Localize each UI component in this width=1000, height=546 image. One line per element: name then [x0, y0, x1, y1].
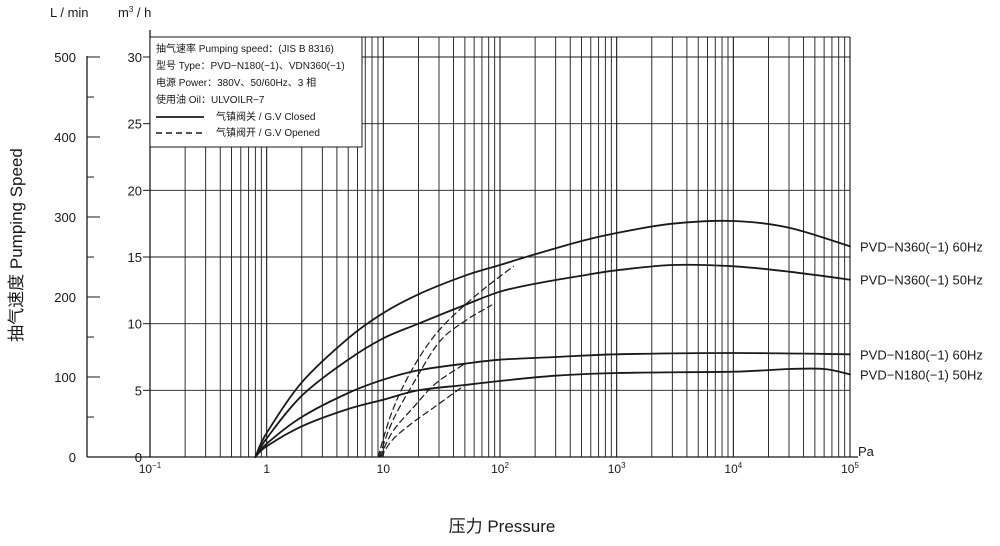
series-line-3	[254, 352, 851, 458]
right-y-tick-label: 0	[135, 450, 142, 465]
left-y-tick-label: 0	[69, 450, 76, 465]
right-y-tick-label: 25	[128, 117, 142, 132]
x-unit: Pa	[858, 444, 875, 459]
left-y-tick-label: 100	[54, 370, 76, 385]
legend-line-4: 使用油 Oil：ULVOILR−7	[156, 93, 265, 106]
right-y-axis: 0 5 10 15 20 25 30	[128, 30, 151, 465]
x-tick-label: 104	[724, 461, 742, 476]
series-line-gv-opened-4	[380, 384, 466, 458]
left-y-tick-label: 200	[54, 290, 76, 305]
x-axis: 10−1 1 10 102 103 104 105	[139, 461, 860, 476]
left-y-tick-label: 300	[54, 210, 76, 225]
x-tick-label: 1	[263, 462, 270, 476]
left-y-tick-label: 400	[54, 130, 76, 145]
right-y-tick-label: 20	[128, 183, 142, 198]
legend-line-1: 抽气速率 Pumping speed：(JIS B 8316)	[156, 42, 334, 55]
right-y-unit: m3 / h	[118, 5, 151, 20]
x-tick-label: 102	[491, 461, 509, 476]
legend-line-3: 电源 Power：380V、50/60Hz、3 相	[156, 76, 316, 89]
legend-opened-label: 气镇阀开 / G.V Opened	[216, 126, 320, 139]
y-axis-title: 抽气速度 Pumping Speed	[7, 148, 26, 342]
x-tick-label: 105	[841, 461, 859, 476]
legend-box	[149, 36, 363, 148]
series-line-4	[254, 367, 851, 458]
x-axis-title: 压力 Pressure	[449, 517, 556, 536]
series-layer	[254, 219, 851, 458]
x-tick-label: 10−1	[139, 461, 162, 476]
series-label-4: PVD−N180(−1) 50Hz	[860, 367, 983, 382]
right-y-tick-label: 10	[128, 317, 142, 332]
series-label-3: PVD−N180(−1) 60Hz	[860, 347, 983, 362]
series-line-2	[254, 263, 851, 458]
legend-line-2: 型号 Type：PVD−N180(−1)、VDN360(−1)	[156, 59, 345, 72]
left-y-tick-label: 500	[54, 50, 76, 65]
x-tick-label: 103	[608, 461, 626, 476]
series-line-gv-opened-3	[379, 363, 466, 458]
series-label-2: PVD−N360(−1) 50Hz	[860, 273, 983, 288]
series-labels: PVD−N360(−1) 60Hz PVD−N360(−1) 50Hz PVD−N1…	[860, 239, 983, 382]
right-y-tick-label: 30	[128, 50, 142, 65]
series-label-1: PVD−N360(−1) 60Hz	[860, 239, 983, 254]
right-y-tick-label: 5	[135, 383, 142, 398]
legend-closed-label: 气镇阀关 / G.V Closed	[216, 110, 315, 123]
series-line-gv-opened-1	[377, 265, 514, 458]
left-y-unit: L / min	[50, 5, 89, 20]
x-tick-label: 10	[377, 462, 391, 476]
legend: 抽气速率 Pumping speed：(JIS B 8316) 型号 Type：…	[149, 36, 363, 148]
right-y-tick-label: 15	[128, 250, 142, 265]
series-line-1	[254, 219, 851, 458]
series-line-gv-opened-2	[378, 304, 493, 458]
